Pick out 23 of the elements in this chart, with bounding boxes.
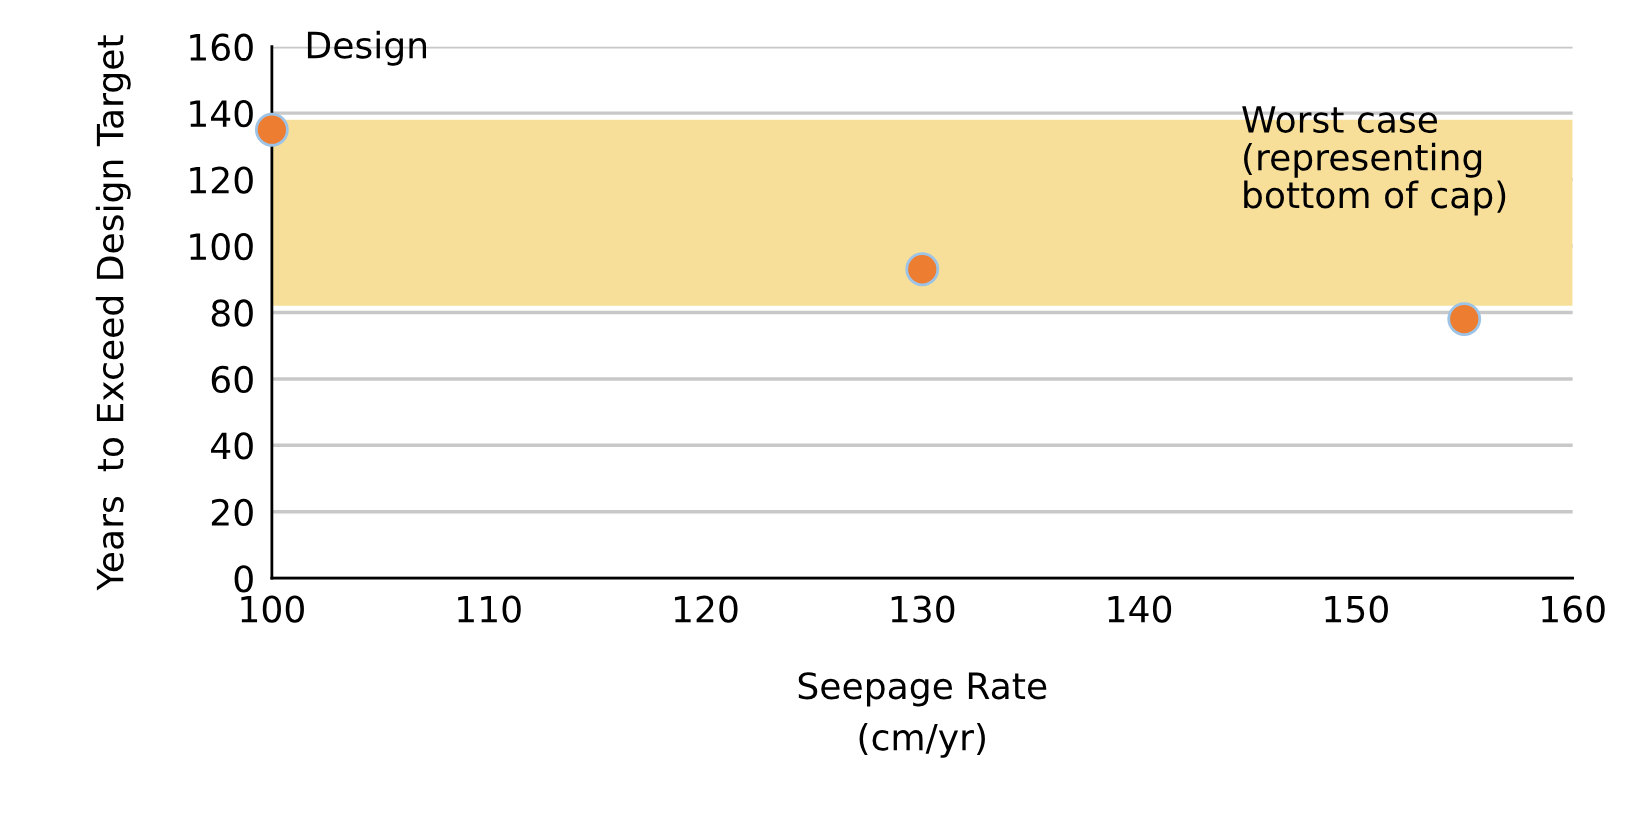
x-tick-label: 110	[458, 595, 521, 623]
annotation: Design	[307, 30, 427, 66]
y-tick-label: 100	[190, 232, 253, 261]
point	[254, 112, 289, 147]
point	[1447, 302, 1482, 337]
x-tick-label: 100	[241, 595, 304, 623]
x-tick-label: 140	[1108, 595, 1172, 623]
x-tick-label: 120	[674, 595, 738, 623]
y-tick-label: 120	[190, 166, 253, 194]
y-tick-label: 60	[211, 365, 253, 394]
y-tick-label: 160	[190, 33, 253, 61]
y-tick-label: 0	[234, 565, 253, 593]
x-axis-title: Seepage Rate (cm/yr)	[798, 672, 1047, 758]
x-tick-label: 130	[891, 595, 955, 623]
annotation: Worst case (representing bottom of cap)	[1242, 106, 1506, 216]
point	[905, 252, 940, 287]
y-tick-label: 40	[211, 432, 253, 460]
y-tick-label: 80	[211, 299, 253, 327]
y-tick-label: 20	[211, 498, 253, 527]
y-tick-label: 140	[190, 100, 253, 128]
y-axis-title: Years to Exceed Design Target	[95, 35, 131, 591]
x-tick-label: 150	[1325, 595, 1388, 623]
x-tick-label: 160	[1542, 595, 1605, 623]
